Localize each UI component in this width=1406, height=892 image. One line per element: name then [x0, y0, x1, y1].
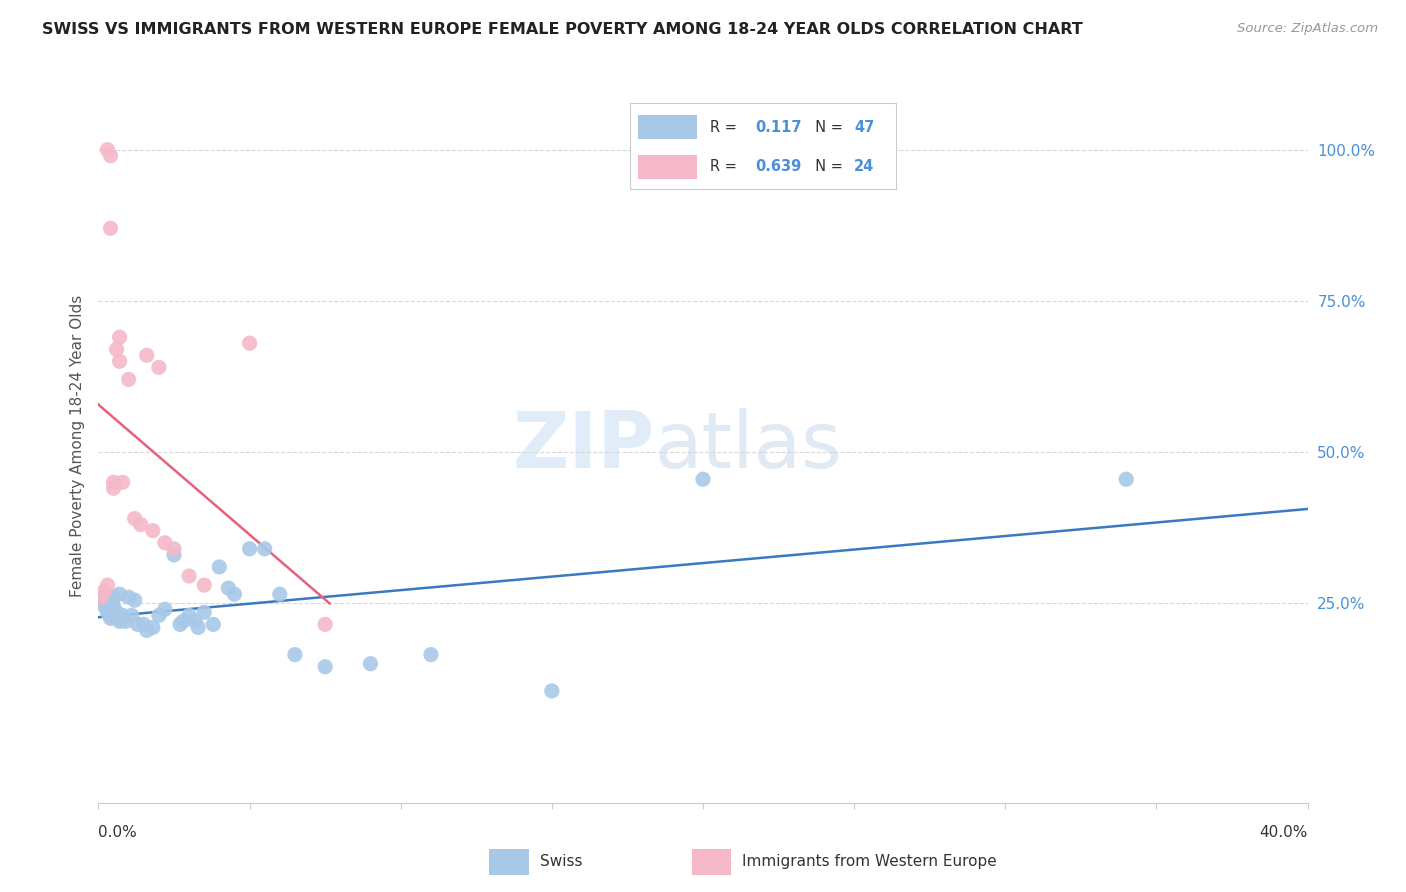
- Point: [108, 615, 131, 629]
- Point: [118, 590, 141, 604]
- Point: [108, 330, 131, 344]
- Point: [135, 624, 157, 638]
- Text: Swiss: Swiss: [540, 854, 582, 869]
- Point: [208, 560, 231, 574]
- Point: [169, 617, 191, 632]
- Point: [314, 659, 336, 673]
- Point: [239, 336, 262, 351]
- Point: [108, 354, 131, 368]
- Point: [179, 569, 201, 583]
- Bar: [638, 155, 697, 178]
- Y-axis label: Female Poverty Among 18-24 Year Olds: Female Poverty Among 18-24 Year Olds: [69, 295, 84, 597]
- Point: [142, 620, 165, 634]
- Point: [172, 615, 194, 629]
- Point: [179, 608, 201, 623]
- Text: Source: ZipAtlas.com: Source: ZipAtlas.com: [1237, 22, 1378, 36]
- Text: Immigrants from Western Europe: Immigrants from Western Europe: [742, 854, 997, 869]
- Point: [96, 593, 118, 607]
- Point: [111, 475, 134, 490]
- Point: [163, 541, 186, 556]
- Text: N =: N =: [806, 160, 848, 174]
- Point: [93, 599, 115, 614]
- Point: [105, 343, 128, 357]
- Text: 24: 24: [853, 160, 875, 174]
- Point: [105, 611, 128, 625]
- Point: [184, 615, 207, 629]
- Point: [284, 648, 307, 662]
- Point: [127, 617, 149, 632]
- Point: [96, 596, 118, 610]
- Text: 40.0%: 40.0%: [1260, 825, 1308, 840]
- Point: [90, 590, 112, 604]
- Point: [314, 617, 336, 632]
- Point: [105, 605, 128, 619]
- Point: [96, 605, 118, 619]
- Point: [100, 221, 122, 235]
- Bar: [638, 115, 697, 139]
- Point: [132, 617, 155, 632]
- Point: [217, 581, 239, 595]
- Point: [1115, 472, 1137, 486]
- Point: [124, 511, 146, 525]
- Point: [100, 611, 122, 625]
- Text: R =: R =: [710, 160, 742, 174]
- Text: ZIP: ZIP: [512, 408, 655, 484]
- Point: [148, 360, 170, 375]
- Text: R =: R =: [710, 120, 742, 135]
- Point: [93, 590, 115, 604]
- Point: [224, 587, 246, 601]
- Point: [420, 648, 443, 662]
- Point: [360, 657, 382, 671]
- Point: [103, 599, 125, 614]
- Point: [103, 481, 125, 495]
- Point: [193, 605, 215, 619]
- Point: [253, 541, 276, 556]
- Point: [96, 143, 118, 157]
- Point: [108, 587, 131, 601]
- Point: [202, 617, 225, 632]
- Text: SWISS VS IMMIGRANTS FROM WESTERN EUROPE FEMALE POVERTY AMONG 18-24 YEAR OLDS COR: SWISS VS IMMIGRANTS FROM WESTERN EUROPE …: [42, 22, 1083, 37]
- Point: [121, 608, 143, 623]
- Point: [187, 620, 209, 634]
- Point: [103, 590, 125, 604]
- Point: [129, 517, 152, 532]
- Point: [163, 548, 186, 562]
- Point: [148, 608, 170, 623]
- Text: 47: 47: [853, 120, 875, 135]
- Point: [100, 608, 122, 623]
- Point: [124, 593, 146, 607]
- Bar: [489, 849, 529, 875]
- Point: [100, 149, 122, 163]
- Point: [269, 587, 291, 601]
- Point: [103, 475, 125, 490]
- Bar: [692, 849, 731, 875]
- Point: [96, 578, 118, 592]
- Point: [153, 602, 176, 616]
- Text: 0.0%: 0.0%: [98, 825, 138, 840]
- Point: [193, 578, 215, 592]
- Point: [93, 584, 115, 599]
- Point: [111, 608, 134, 623]
- Point: [118, 372, 141, 386]
- Text: atlas: atlas: [655, 408, 842, 484]
- Text: N =: N =: [806, 120, 848, 135]
- Point: [103, 602, 125, 616]
- Point: [153, 535, 176, 549]
- Point: [90, 593, 112, 607]
- Point: [692, 472, 714, 486]
- Point: [142, 524, 165, 538]
- Text: 0.117: 0.117: [755, 120, 801, 135]
- Point: [135, 348, 157, 362]
- Point: [114, 615, 136, 629]
- Text: 0.639: 0.639: [755, 160, 801, 174]
- Point: [540, 684, 562, 698]
- Point: [239, 541, 262, 556]
